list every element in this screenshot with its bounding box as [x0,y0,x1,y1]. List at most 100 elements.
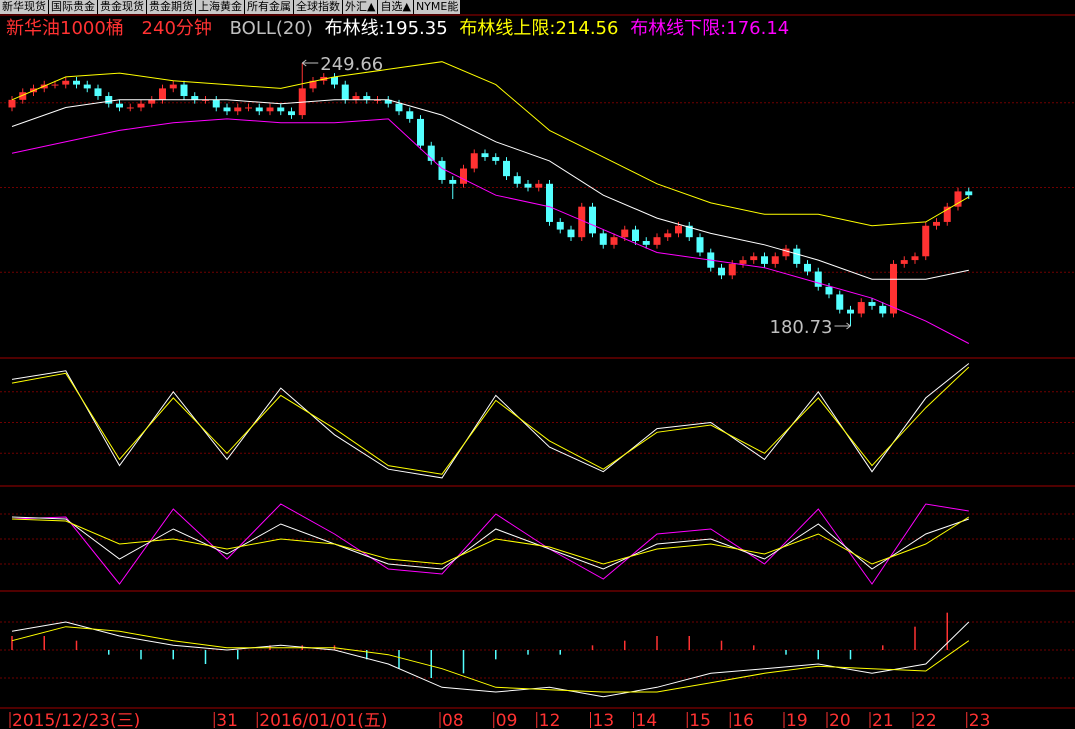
date-label: 15 [689,711,711,729]
candle-body [255,107,263,112]
candle-body [610,237,618,245]
candle-body [675,225,682,234]
candle-body [223,107,231,112]
candle-body [825,286,833,295]
tab[interactable]: 自选▲ [378,0,413,14]
candle-body [212,99,220,108]
tab[interactable]: 上海黄金 [196,0,244,14]
candle-body [804,263,811,272]
candle-body [384,99,392,104]
date-label: 22 [915,711,937,729]
candle-body [965,191,973,196]
date-label: 23 [969,711,991,729]
mid-label: 布林线: [324,18,385,39]
candle-body [556,221,564,230]
candle-body [879,305,887,314]
candle-body [180,84,188,97]
candle-body [137,103,145,108]
candle-body [374,99,381,101]
date-label: 16 [732,711,754,729]
candle-body [589,206,596,234]
candle-body [890,263,897,314]
candle-body [599,233,607,245]
candle-body [481,153,489,158]
indicator-line [11,516,969,570]
candle-body [814,271,822,287]
candle-body [653,237,661,245]
candle-body [567,229,575,238]
candle-body [513,176,521,184]
candle-body [771,256,779,264]
candle-body [438,160,446,180]
date-label: 14 [636,711,658,729]
candle-body [234,107,242,112]
candle-body [116,103,123,108]
low-annotation: 180.73 [770,317,833,338]
date-label: 13 [593,711,615,729]
candle-body [159,88,166,100]
candle-body [933,221,940,226]
indicator-line [11,503,969,585]
candle-body [868,302,876,306]
candle-body [94,88,102,97]
upper-label: 布林线上限: [459,18,556,39]
candle-body [8,99,16,108]
candle-body [341,84,349,100]
candle-body [352,96,360,100]
date-label: 19 [786,711,808,729]
date-label: 09 [496,711,518,729]
annotation-arrow [301,59,319,67]
candle-body [761,256,768,264]
candle-body [793,248,801,264]
tab[interactable]: 全球指数 [294,0,342,14]
tab[interactable]: 贵金现货 [98,0,146,14]
date-label: 20 [829,711,851,729]
date-label: 12 [539,711,561,729]
candle-body [911,256,919,261]
candle-body [417,118,424,146]
candle-body [51,84,59,86]
candle-body [664,233,672,238]
candle-body [83,84,91,89]
candle-body [245,107,252,109]
candle-body [750,256,758,261]
date-label: 2015/12/23(三) [12,711,140,729]
candle-body [718,267,725,276]
candle-body [395,103,403,112]
tab[interactable]: 所有金属 [245,0,293,14]
annotation-arrow [834,322,851,330]
candle-body [202,99,209,101]
candle-body [406,111,414,119]
candle-body [535,183,543,188]
candle-body [288,111,295,116]
candle-body [309,80,317,89]
candle-body [836,294,844,310]
candle-body [546,183,553,222]
candle-body [266,107,274,112]
candle-body [148,99,156,104]
tab[interactable]: 外汇▲ [343,0,378,14]
candle-body [632,229,639,242]
candle-body [943,206,951,222]
candle-body [857,302,865,314]
indicator-line [11,99,969,280]
candle-body [503,160,510,177]
indicator-line [11,363,970,479]
candle-body [900,260,908,264]
tab[interactable]: 新华现货 [0,0,48,14]
candle-body [492,157,500,161]
candle-body [105,96,113,104]
date-label: 2016/01/01(五) [259,711,387,729]
tab[interactable]: 国际贵金 [49,0,97,14]
tab[interactable]: NYME能 [413,0,461,14]
candle-body [696,237,704,253]
candle-body [524,183,532,188]
tab[interactable]: 贵金期货 [147,0,195,14]
candle-body [169,84,177,89]
lower-value: 176.14 [726,18,790,39]
symbol: 新华油1000桶 [6,18,124,39]
date-label: 08 [442,711,464,729]
tab-bar: 新华现货 国际贵金 贵金现货 贵金期货 上海黄金 所有金属 全球指数 外汇▲ 自选▲ NYME能 [0,0,1075,14]
indicator-line [11,621,970,698]
